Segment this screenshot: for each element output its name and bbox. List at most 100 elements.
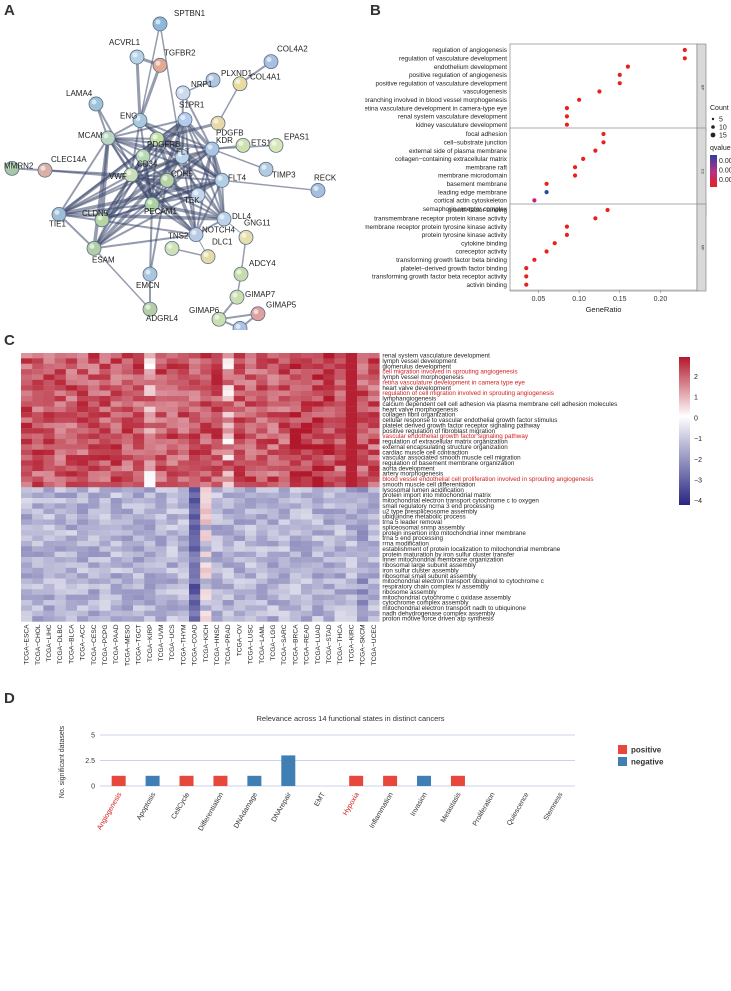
- network-node-highlight: [191, 230, 197, 236]
- heatmap-row-label: respiratory chain complex iv assembly: [382, 584, 489, 591]
- heatmap-column-label: TCGA−DLBC: [57, 624, 64, 664]
- heatmap-cell: [323, 616, 335, 622]
- network-node-highlight: [235, 79, 241, 85]
- heatmap-cell: [256, 610, 268, 617]
- heatmap-cell: [267, 481, 279, 488]
- heatmap-cell: [345, 412, 358, 418]
- heatmap-cell: [256, 600, 268, 606]
- facet-strip: [696, 203, 707, 292]
- heatmap-cell: [110, 369, 122, 375]
- heatmap-cell: [289, 481, 302, 488]
- heatmap-cell: [43, 438, 55, 445]
- facet-label: MF: [701, 245, 706, 251]
- go-term-label: positive regulation of angiogenesis: [409, 72, 507, 79]
- heatmap-cell: [312, 385, 324, 391]
- heatmap-cell: [211, 600, 223, 606]
- network-edge: [92, 137, 110, 249]
- heatmap-cell: [200, 519, 212, 526]
- heatmap-cell: [312, 589, 324, 595]
- heatmap-cell: [177, 358, 190, 364]
- heatmap-cell: [200, 353, 212, 359]
- heatmap-cell: [200, 578, 212, 585]
- heatmap-row-label: lymph vessel development: [382, 358, 456, 365]
- heatmap-cell: [334, 508, 346, 515]
- heatmap-cell: [121, 514, 134, 520]
- heatmap-cell: [222, 605, 234, 611]
- heatmap-cell: [32, 385, 44, 391]
- heatmap-cell: [110, 433, 122, 440]
- heatmap-cell: [155, 514, 167, 520]
- heatmap-cell: [88, 562, 100, 568]
- heatmap-row-label: u2 type prespliceosome assembly: [382, 508, 478, 515]
- heatmap-cell: [189, 497, 201, 504]
- heatmap-cell: [155, 557, 167, 563]
- heatmap-cell: [43, 358, 55, 364]
- network-node: [86, 240, 102, 256]
- heatmap-cell: [166, 433, 178, 440]
- heatmap-cell: [189, 616, 201, 622]
- heatmap-column-label: TCGA−READ: [304, 624, 311, 665]
- heatmap-cell: [323, 465, 335, 472]
- heatmap-cell: [222, 390, 234, 397]
- heatmap-cell: [245, 503, 257, 509]
- heatmap-cell: [245, 583, 257, 590]
- heatmap-cell: [278, 497, 290, 504]
- network-node: [175, 85, 191, 101]
- heatmap-cell: [222, 401, 234, 407]
- heatmap-column-label: TCGA−ACC: [80, 624, 87, 660]
- heatmap-cell: [323, 546, 335, 552]
- heatmap-cell: [177, 578, 190, 585]
- heatmap-cell: [323, 374, 335, 381]
- heatmap-cell: [189, 530, 201, 536]
- heatmap-cell: [233, 497, 246, 504]
- heatmap-cell: [323, 433, 335, 440]
- heatmap-cell: [368, 455, 380, 461]
- facet-label: CC: [701, 169, 706, 175]
- heatmap-cell: [267, 546, 279, 552]
- heatmap-cell: [256, 374, 268, 381]
- heatmap-cell: [233, 476, 246, 483]
- heatmap-cell: [77, 476, 89, 483]
- heatmap-cell: [110, 422, 122, 429]
- heatmap-cell: [177, 508, 190, 515]
- heatmap-cell: [43, 535, 55, 542]
- go-term-label: membrane raft: [465, 164, 507, 171]
- heatmap-cell: [334, 460, 346, 466]
- heatmap-cell: [233, 573, 246, 579]
- heatmap-cell: [166, 524, 178, 531]
- heatmap-cell: [88, 438, 100, 445]
- heatmap-cell: [166, 530, 178, 536]
- heatmap-cell: [99, 503, 111, 509]
- heatmap-cell: [368, 557, 380, 563]
- network-node-label: PLXND1: [221, 69, 253, 78]
- heatmap-cell: [267, 395, 279, 402]
- heatmap-cell: [289, 406, 302, 413]
- heatmap-cell: [99, 374, 111, 381]
- heatmap-cell: [43, 406, 55, 413]
- heatmap-cell: [222, 503, 234, 509]
- heatmap-cell: [88, 487, 100, 493]
- heatmap-cell: [166, 465, 178, 472]
- heatmap-cell: [21, 406, 33, 413]
- heatmap-cell: [166, 487, 178, 493]
- heatmap-scale-label: −1: [694, 436, 702, 443]
- heatmap-cell: [323, 390, 335, 397]
- heatmap-cell: [222, 497, 234, 504]
- heatmap-cell: [289, 417, 302, 424]
- heatmap-cell: [211, 530, 223, 536]
- heatmap-cell: [43, 497, 55, 504]
- heatmap-cell: [144, 465, 156, 472]
- heatmap-row-label: mitochondrial electron transport ubiquin…: [382, 578, 543, 585]
- heatmap-column-label: TCGA−PAAD: [113, 624, 120, 664]
- heatmap-cell: [200, 524, 212, 531]
- heatmap-cell: [166, 390, 178, 397]
- heatmap-cell: [245, 594, 257, 601]
- heatmap-cell: [200, 379, 212, 386]
- heatmap-cell: [133, 573, 145, 579]
- heatmap-row-label: collagen fibril organization: [382, 412, 455, 419]
- heatmap-cell: [222, 610, 234, 617]
- heatmap-cell: [21, 481, 33, 488]
- heatmap-cell: [267, 406, 279, 413]
- heatmap-cell: [278, 465, 290, 472]
- go-term-label: transforming growth factor beta binding: [396, 257, 507, 264]
